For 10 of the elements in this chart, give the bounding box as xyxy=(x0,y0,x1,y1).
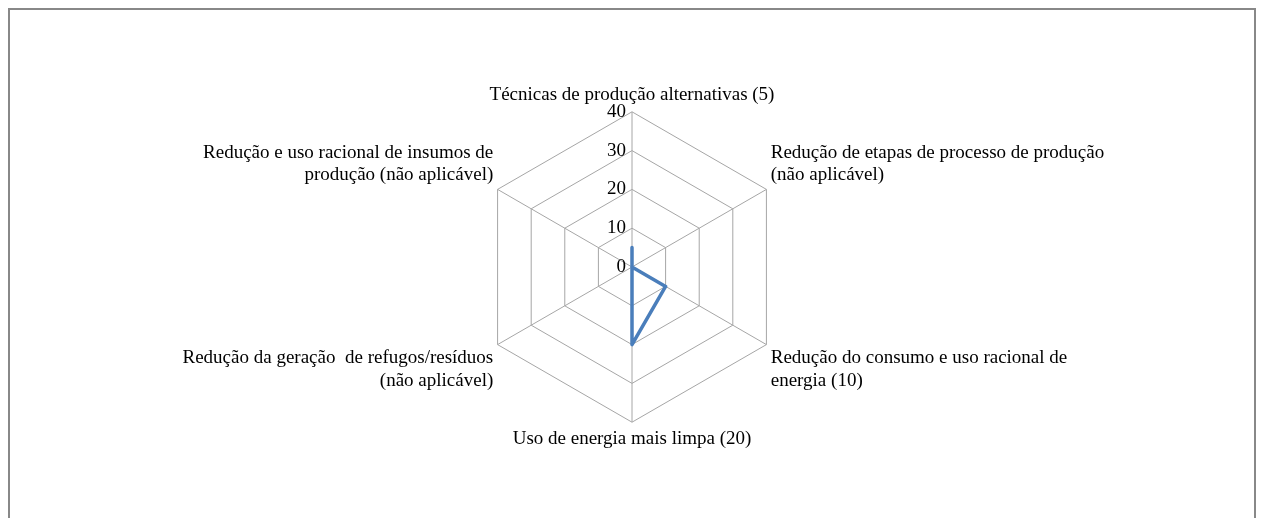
spoke-label: Uso de energia mais limpa (20) xyxy=(512,426,752,449)
spoke-label: Redução do consumo e uso racional de energia (10) xyxy=(770,346,1068,392)
y-tick-label: 0 xyxy=(616,254,626,276)
spoke-label: Redução da geração de refugos/resíduos (não aplicável) xyxy=(182,346,494,392)
y-tick-label: 40 xyxy=(607,99,626,121)
spoke-label: Redução de etapas de processo de produção (não aplicável) xyxy=(770,140,1105,186)
y-tick-label: 20 xyxy=(607,177,626,199)
y-tick-label: 10 xyxy=(607,216,626,238)
spoke-label: Redução e uso racional de insumos de produção (não aplicável) xyxy=(203,140,494,186)
y-tick-label: 30 xyxy=(607,138,626,160)
